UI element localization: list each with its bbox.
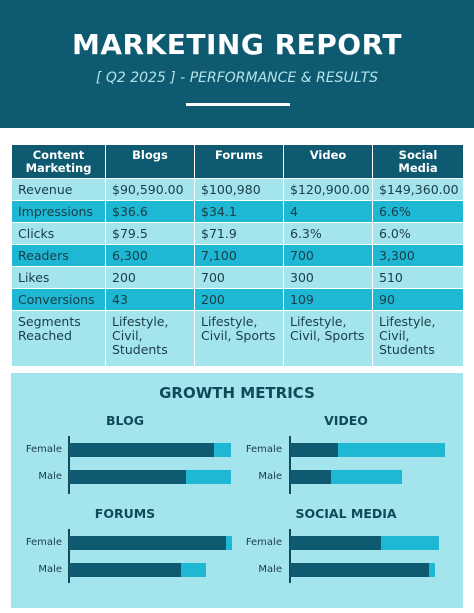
table-cell: 90 [372,288,464,311]
tick-label: Male [38,564,62,575]
table-row: Revenue $90,590.00 $100,980 $120,900.00 … [11,178,464,201]
chart-title-video: VIDEO [324,413,368,428]
table-cell: 200 [194,288,284,311]
bar-female [290,443,445,457]
column-header: Social Media [372,144,464,179]
header-divider [186,103,290,106]
chart-axis [289,436,291,494]
bar-fill-female [69,443,214,457]
table-cell: $120,900.00 [283,178,373,201]
row-label: Revenue [11,178,106,201]
bar-female [290,536,439,550]
table-row: Likes 200 700 300 510 [11,266,464,289]
page-subtitle: [ Q2 2025 ] - PERFORMANCE & RESULTS [95,70,379,86]
table-cell: $36.6 [105,200,195,223]
table-cell: 3,300 [372,244,464,267]
bar-male [69,563,206,577]
chart-title-social-media: SOCIAL MEDIA [295,506,397,521]
bar-fill-male [290,563,429,577]
growth-metrics-title: GROWTH METRICS [159,384,315,402]
table-row: Segments Reached Lifestyle, Civil, Stude… [11,310,464,367]
table-cell: $71.9 [194,222,284,245]
table-cell: 4 [283,200,373,223]
row-label: Readers [11,244,106,267]
table-row: Clicks $79.5 $71.9 6.3% 6.0% [11,222,464,245]
table-cell: 200 [105,266,195,289]
bar-fill-female [290,536,381,550]
row-label: Impressions [11,200,106,223]
bar-female [69,536,232,550]
table-cell: Lifestyle, Civil, Students [372,310,464,367]
column-header: Forums [194,144,284,179]
chart-axis [289,529,291,583]
table-cell: 6,300 [105,244,195,267]
bar-fill-female [69,536,226,550]
chart-axis [68,529,70,583]
column-header: Blogs [105,144,195,179]
table-cell: Lifestyle, Civil, Students [105,310,195,367]
column-header: Content Marketing [11,144,106,179]
table-cell: 43 [105,288,195,311]
chart-title-forums: FORUMS [94,506,156,521]
table-row: Impressions $36.6 $34.1 4 6.6% [11,200,464,223]
table-cell: $34.1 [194,200,284,223]
bar-male [69,470,231,484]
row-label: Segments Reached [11,310,106,367]
tick-label: Male [258,564,282,575]
table-row: Conversions 43 200 109 90 [11,288,464,311]
row-label: Likes [11,266,106,289]
table-cell: 300 [283,266,373,289]
page-title: MARKETING REPORT [71,28,402,61]
tick-label: Female [245,444,282,455]
bar-fill-male [290,470,331,484]
table-cell: $100,980 [194,178,284,201]
tick-label: Male [258,471,282,482]
table-row: Readers 6,300 7,100 700 3,300 [11,244,464,267]
table-cell: 6.3% [283,222,373,245]
tick-label: Male [38,471,62,482]
bar-fill-male [69,470,186,484]
row-label: Conversions [11,288,106,311]
bar-male [290,563,435,577]
bar-fill-male [69,563,181,577]
bar-female [69,443,231,457]
table-cell: 7,100 [194,244,284,267]
table-cell: 6.0% [372,222,464,245]
tick-label: Female [245,537,282,548]
table-cell: Lifestyle, Civil, Sports [194,310,284,367]
table-cell: 109 [283,288,373,311]
bar-male [290,470,402,484]
table-cell: 700 [194,266,284,289]
report-header [0,0,474,128]
table-cell: 510 [372,266,464,289]
marketing-table: Content Marketing Blogs Forums Video Soc… [11,144,464,367]
table-cell: 6.6% [372,200,464,223]
tick-label: Female [25,444,62,455]
table-header-row: Content Marketing Blogs Forums Video Soc… [11,144,464,179]
column-header: Video [283,144,373,179]
tick-label: Female [25,537,62,548]
table-cell: $90,590.00 [105,178,195,201]
table-cell: Lifestyle, Civil, Sports [283,310,373,367]
row-label: Clicks [11,222,106,245]
table-cell: $79.5 [105,222,195,245]
table-cell: 700 [283,244,373,267]
bar-fill-female [290,443,338,457]
table-cell: $149,360.00 [372,178,464,201]
chart-axis [68,436,70,494]
chart-title-blog: BLOG [106,413,144,428]
